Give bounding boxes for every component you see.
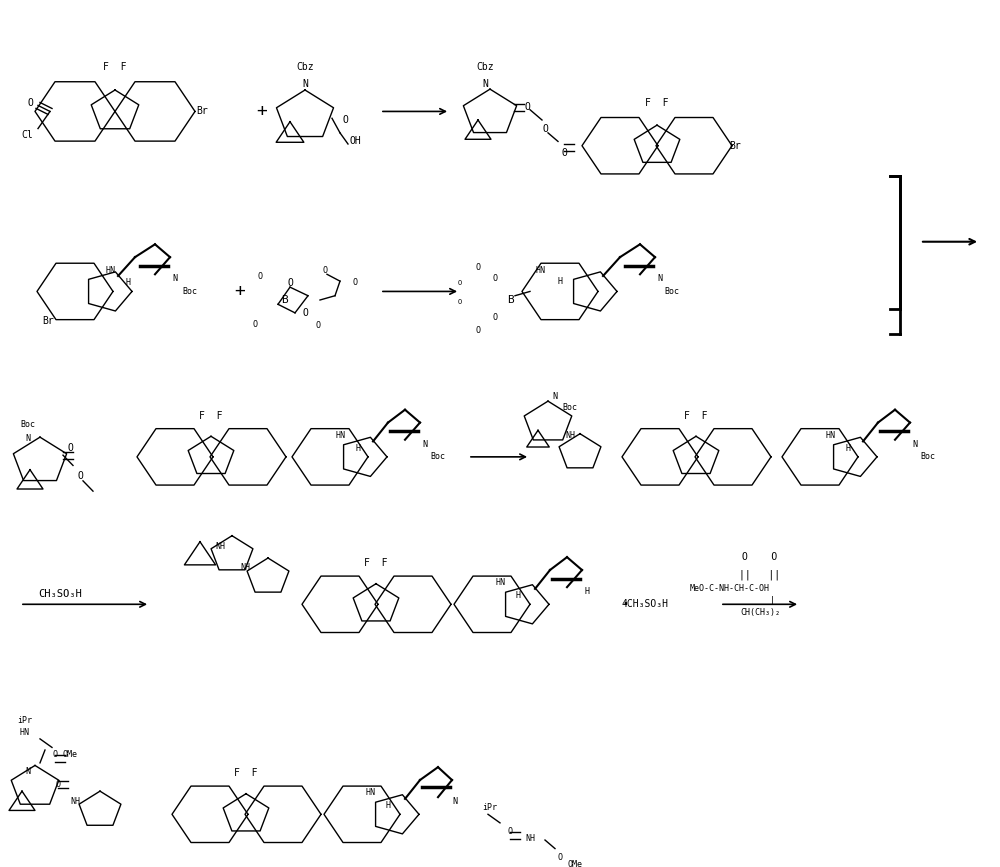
Text: O: O — [524, 102, 530, 112]
Text: O: O — [476, 263, 480, 272]
Text: O: O — [558, 852, 562, 862]
Text: NH: NH — [215, 542, 225, 551]
Text: H: H — [386, 801, 390, 811]
Text: Cbz: Cbz — [476, 62, 494, 72]
Text: O    O: O O — [742, 552, 778, 562]
Text: HN: HN — [20, 728, 30, 737]
Text: Boc: Boc — [182, 287, 198, 296]
Text: Br: Br — [729, 140, 741, 151]
Text: Br: Br — [196, 107, 208, 116]
Text: OMe: OMe — [568, 859, 582, 867]
Text: O: O — [352, 278, 358, 287]
Text: CH₃SO₃H: CH₃SO₃H — [38, 589, 82, 599]
Text: F  F: F F — [684, 411, 708, 420]
Text: O: O — [52, 750, 58, 759]
Text: O: O — [542, 124, 548, 134]
Text: N: N — [552, 393, 558, 401]
Text: H: H — [126, 278, 130, 287]
Text: HN: HN — [495, 578, 505, 587]
Text: O: O — [561, 147, 567, 158]
Text: O: O — [458, 280, 462, 286]
Text: HN: HN — [105, 265, 115, 275]
Text: CH(CH₃)₂: CH(CH₃)₂ — [740, 609, 780, 617]
Text: O: O — [322, 265, 328, 275]
Text: O: O — [492, 274, 498, 284]
Text: O: O — [287, 277, 293, 288]
Text: O: O — [342, 115, 348, 125]
Text: NH: NH — [565, 431, 575, 440]
Text: O: O — [492, 313, 498, 322]
Text: B: B — [282, 295, 288, 305]
Text: B: B — [507, 295, 513, 305]
Text: NH: NH — [70, 797, 80, 806]
Text: +: + — [257, 102, 267, 121]
Text: Boc: Boc — [920, 453, 936, 461]
Text: OH: OH — [349, 136, 361, 147]
Text: Br: Br — [42, 316, 54, 327]
Text: Cbz: Cbz — [296, 62, 314, 72]
Text: N: N — [422, 440, 428, 448]
Text: O: O — [27, 98, 33, 108]
Text: |: | — [770, 596, 774, 605]
Text: Boc: Boc — [430, 453, 446, 461]
Text: N: N — [26, 434, 30, 442]
Text: Cl: Cl — [21, 130, 33, 140]
Text: F  F: F F — [234, 768, 258, 779]
Text: +: + — [235, 283, 245, 301]
Text: N: N — [482, 79, 488, 89]
Text: N: N — [452, 797, 458, 806]
Text: 4CH₃SO₃H: 4CH₃SO₃H — [622, 599, 668, 610]
Text: HN: HN — [825, 431, 835, 440]
Text: Boc: Boc — [664, 287, 680, 296]
Text: N: N — [658, 274, 662, 284]
Text: F  F: F F — [364, 558, 388, 568]
Text: O: O — [458, 299, 462, 304]
Text: N: N — [26, 767, 30, 776]
Text: NH: NH — [525, 834, 535, 843]
Text: H: H — [846, 444, 850, 453]
Text: O: O — [252, 320, 258, 329]
Text: H: H — [356, 444, 360, 453]
Text: O: O — [77, 471, 83, 480]
Text: H: H — [516, 591, 520, 600]
Text: N: N — [173, 274, 178, 284]
Text: O: O — [316, 321, 320, 330]
Text: F  F: F F — [645, 98, 669, 108]
Text: O: O — [508, 827, 512, 836]
Text: H: H — [558, 277, 562, 285]
Text: O: O — [56, 779, 60, 789]
Text: O: O — [476, 325, 480, 335]
Text: O: O — [67, 443, 73, 453]
Text: H: H — [584, 587, 590, 596]
Text: OMe: OMe — [62, 750, 78, 759]
Text: ||   ||: || || — [739, 569, 781, 579]
Text: HN: HN — [335, 431, 345, 440]
Text: N: N — [912, 440, 918, 448]
Text: O: O — [258, 271, 262, 281]
Text: N: N — [302, 79, 308, 89]
Text: F  F: F F — [103, 62, 127, 72]
Text: ·: · — [619, 595, 631, 614]
Text: MeO-C-NH-CH-C-OH: MeO-C-NH-CH-C-OH — [690, 584, 770, 593]
Text: iPr: iPr — [482, 803, 498, 812]
Text: HN: HN — [535, 265, 545, 275]
Text: NH: NH — [240, 563, 250, 572]
Text: F  F: F F — [199, 411, 223, 420]
Text: iPr: iPr — [18, 715, 32, 725]
Text: Boc: Boc — [20, 420, 36, 429]
Text: HN: HN — [365, 788, 375, 798]
Text: O: O — [302, 308, 308, 318]
Text: Boc: Boc — [562, 402, 578, 412]
